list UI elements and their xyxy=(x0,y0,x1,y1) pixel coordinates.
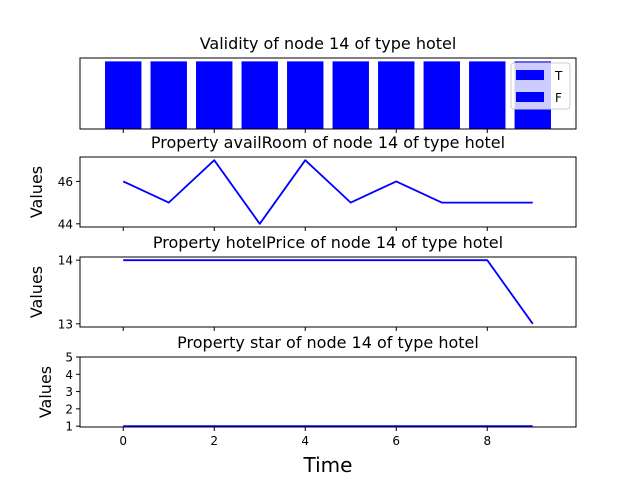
legend-swatch xyxy=(516,70,544,80)
y-tick-label: 3 xyxy=(65,385,73,399)
x-tick-label: 4 xyxy=(301,434,309,448)
subplot-title: Property availRoom of node 14 of type ho… xyxy=(151,133,505,152)
legend: TF xyxy=(510,62,571,110)
y-tick-label: 2 xyxy=(65,402,73,416)
subplot-3: Property hotelPrice of node 14 of type h… xyxy=(27,233,577,331)
y-tick-label: 5 xyxy=(65,351,73,365)
x-tick-label: 2 xyxy=(210,434,218,448)
y-tick-label: 44 xyxy=(58,217,73,231)
x-tick-label: 6 xyxy=(392,434,400,448)
bar xyxy=(469,61,506,129)
y-tick-label: 1 xyxy=(65,420,73,434)
subplot-title: Validity of node 14 of type hotel xyxy=(200,34,457,53)
legend-swatch xyxy=(516,92,544,102)
y-axis-label: Values xyxy=(27,166,46,218)
subplot-title: Property star of node 14 of type hotel xyxy=(177,333,479,352)
series-line xyxy=(123,259,534,325)
axes-frame xyxy=(79,156,577,228)
axes-frame xyxy=(79,256,577,328)
bar xyxy=(241,61,278,129)
legend-label: T xyxy=(554,69,563,83)
y-tick-label: 4 xyxy=(65,368,73,382)
bar xyxy=(150,61,187,129)
subplot-2: Property availRoom of node 14 of type ho… xyxy=(27,133,577,231)
legend-label: F xyxy=(555,91,562,105)
x-tick-label: 8 xyxy=(483,434,491,448)
y-tick-label: 13 xyxy=(58,317,73,331)
subplot-4: Property star of node 14 of type hotel 0 2… xyxy=(36,333,577,448)
series-line xyxy=(122,159,533,225)
axes-frame xyxy=(79,356,577,428)
bar xyxy=(287,61,324,129)
axes-frame xyxy=(79,57,577,130)
subplot-1: Validity of node 14 of type hotel TF xyxy=(79,34,577,133)
bar xyxy=(423,61,460,129)
y-tick-label: 14 xyxy=(58,254,73,268)
subplot-title: Property hotelPrice of node 14 of type h… xyxy=(153,233,503,252)
x-tick-label: 0 xyxy=(119,434,127,448)
y-axis-label: Values xyxy=(36,366,55,418)
bar xyxy=(378,61,415,129)
y-axis-label: Values xyxy=(27,266,46,318)
x-axis-label: Time xyxy=(303,453,353,477)
y-tick-label: 46 xyxy=(58,175,73,189)
bar xyxy=(196,61,233,129)
bar xyxy=(332,61,369,129)
bar xyxy=(105,61,142,129)
